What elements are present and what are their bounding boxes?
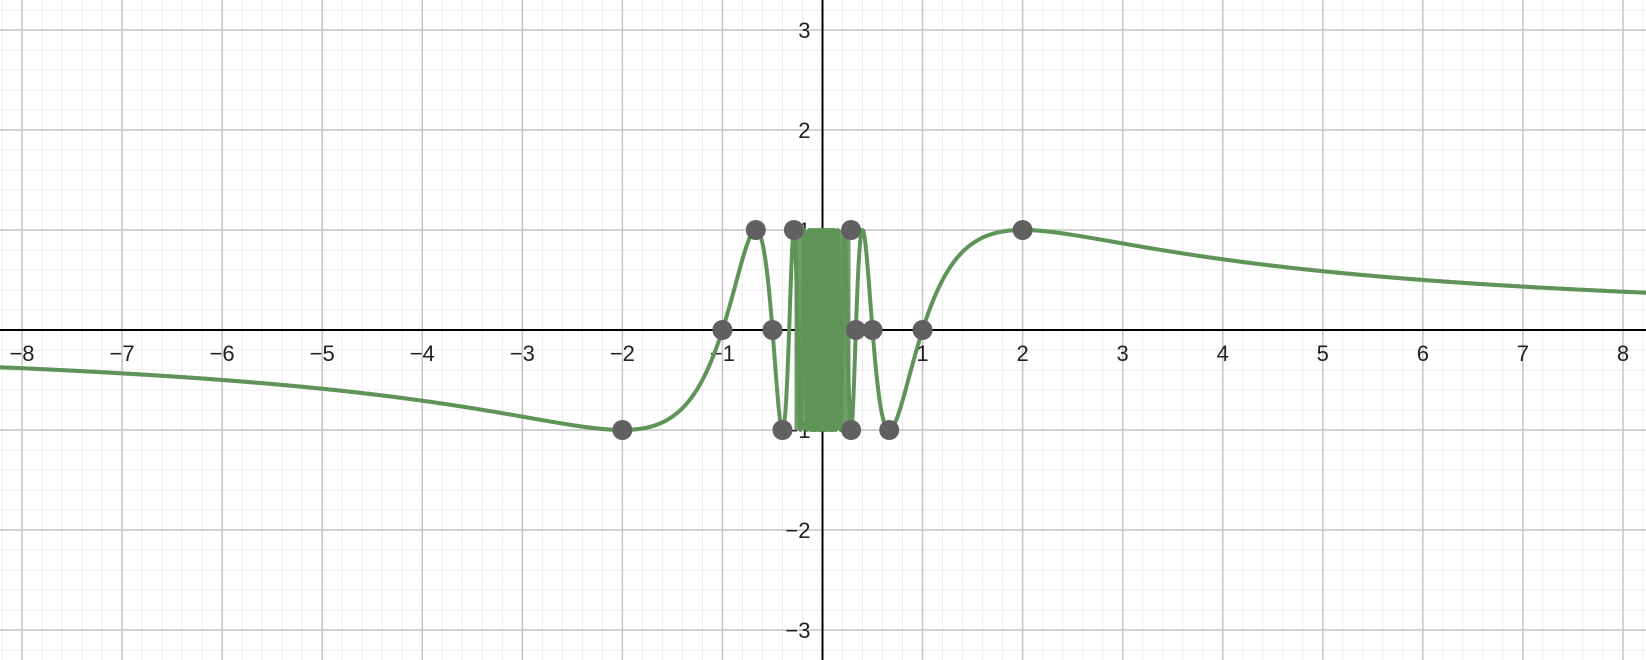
x-tick-label: −2 — [610, 341, 635, 366]
graph-point[interactable] — [841, 220, 862, 240]
graph-point[interactable] — [612, 420, 633, 440]
graph-point[interactable] — [841, 420, 862, 440]
x-tick-label: 2 — [1016, 341, 1028, 366]
x-tick-label: 7 — [1517, 341, 1529, 366]
graph-point[interactable] — [912, 320, 933, 340]
points — [612, 220, 1033, 440]
x-tick-label: −6 — [210, 341, 235, 366]
y-tick-label: 2 — [798, 118, 810, 143]
x-tick-label: 8 — [1617, 341, 1629, 366]
y-tick-label: 3 — [798, 18, 810, 43]
x-tick-label: 5 — [1317, 341, 1329, 366]
x-tick-label: 3 — [1117, 341, 1129, 366]
function-curve[interactable] — [0, 228, 825, 432]
graph-point[interactable] — [772, 420, 793, 440]
graph-point[interactable] — [845, 320, 866, 340]
graph-point[interactable] — [762, 320, 783, 340]
x-tick-label: −7 — [110, 341, 135, 366]
y-tick-label: −3 — [785, 618, 810, 643]
graph-point[interactable] — [862, 320, 883, 340]
curves — [0, 228, 1646, 432]
x-tick-label: −8 — [9, 341, 34, 366]
y-tick-label: −2 — [785, 518, 810, 543]
x-tick-label: −4 — [410, 341, 435, 366]
dense-oscillation-region — [794, 230, 851, 430]
x-tick-label: −3 — [510, 341, 535, 366]
x-tick-label: −5 — [310, 341, 335, 366]
x-tick-label: 4 — [1217, 341, 1229, 366]
graph-point[interactable] — [879, 420, 900, 440]
graph-point[interactable] — [745, 220, 766, 240]
graph-point[interactable] — [1012, 220, 1033, 240]
x-tick-label: 1 — [916, 341, 928, 366]
x-tick-label: 6 — [1417, 341, 1429, 366]
graph-point[interactable] — [712, 320, 733, 340]
function-curve[interactable] — [820, 228, 1646, 432]
graph-point[interactable] — [783, 220, 804, 240]
